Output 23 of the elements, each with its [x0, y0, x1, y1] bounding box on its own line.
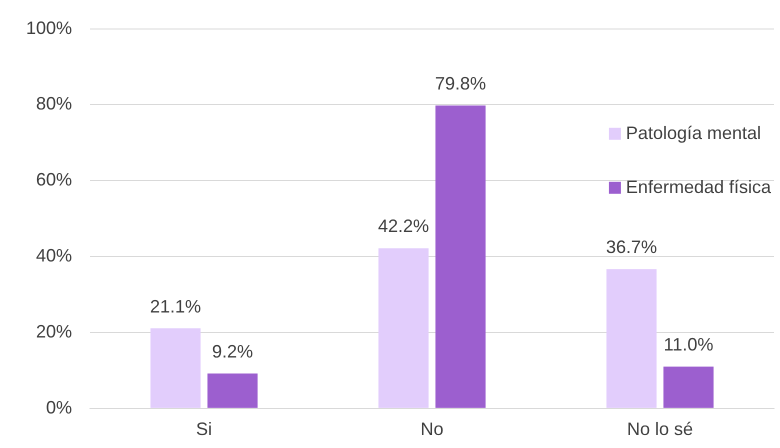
x-tick-label: Si	[196, 419, 212, 440]
y-tick-label: 100%	[26, 18, 72, 38]
x-tick-label: No lo sé	[626, 419, 694, 440]
bar	[150, 328, 201, 408]
bar	[606, 269, 657, 408]
y-tick-label: 0%	[46, 397, 72, 418]
data-label: 11.0%	[664, 334, 714, 355]
legend-label: Patología mental	[626, 122, 762, 143]
legend-label: Enfermedad física	[626, 176, 772, 197]
data-label: 21.1%	[150, 296, 202, 316]
data-label: 79.8%	[434, 73, 486, 94]
data-label: 9.2%	[212, 341, 254, 362]
data-label: 36.7%	[606, 237, 658, 258]
x-tick-label: No	[420, 419, 444, 440]
bar	[435, 105, 486, 408]
bar	[663, 366, 714, 408]
y-tick-label: 20%	[36, 321, 72, 342]
bar	[378, 248, 429, 408]
y-tick-label: 40%	[36, 246, 72, 266]
y-tick-label: 80%	[36, 94, 72, 114]
data-label: 42.2%	[378, 216, 430, 236]
y-tick-label: 60%	[36, 170, 72, 190]
bar	[207, 373, 258, 408]
